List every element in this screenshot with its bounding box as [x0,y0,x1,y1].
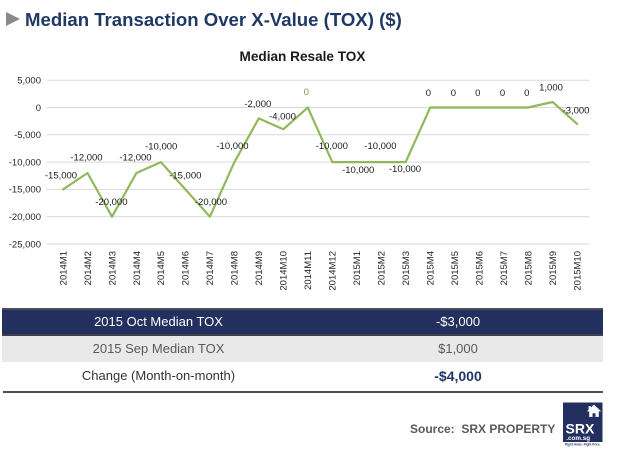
svg-text:2014M12: 2014M12 [328,251,339,291]
svg-text:-15,000: -15,000 [169,170,201,181]
svg-text:2015M8: 2015M8 [523,251,534,285]
svg-text:0: 0 [475,88,480,99]
svg-text:2014M8: 2014M8 [230,251,241,285]
svg-text:2015M4: 2015M4 [426,251,437,285]
svg-text:SRX: SRX [566,421,595,437]
svg-text:-10,000: -10,000 [145,142,177,153]
svg-text:-5,000: -5,000 [14,130,41,141]
svg-text:2015M5: 2015M5 [450,251,461,285]
svg-text:2014M7: 2014M7 [205,251,216,285]
svg-text:0: 0 [36,103,41,114]
svg-text:-15,000: -15,000 [45,171,77,182]
svg-text:-4,000: -4,000 [269,112,296,123]
svg-text:2015M3: 2015M3 [401,251,412,285]
svg-text:-12,000: -12,000 [70,153,102,164]
svg-text:2014M5: 2014M5 [156,251,167,285]
svg-text:-20,000: -20,000 [9,212,41,223]
svg-text:2015M7: 2015M7 [499,251,510,285]
svg-text:0: 0 [451,88,456,99]
svg-text:2014M2: 2014M2 [83,251,94,285]
svg-text:-15,000: -15,000 [9,185,41,196]
svg-text:2014M1: 2014M1 [58,251,69,285]
svg-text:2014M9: 2014M9 [254,251,265,285]
svg-text:0: 0 [500,88,505,99]
svg-text:2015M6: 2015M6 [475,251,486,285]
svg-text:-20,000: -20,000 [195,197,227,208]
svg-text:-10,000: -10,000 [216,141,248,152]
svg-text:2014M10: 2014M10 [279,251,290,291]
svg-text:2014M11: 2014M11 [303,251,314,290]
svg-text:1,000: 1,000 [539,82,563,93]
svg-text:2015M2: 2015M2 [377,251,388,285]
svg-text:-20,000: -20,000 [95,197,127,208]
svg-text:5,000: 5,000 [17,76,41,87]
svg-text:0: 0 [304,87,309,98]
svg-text:.com.sg: .com.sg [566,435,590,442]
svg-text:-10,000: -10,000 [389,164,421,175]
svg-text:2015M1: 2015M1 [352,251,363,285]
svg-text:-2,000: -2,000 [244,99,271,110]
svg-text:-10,000: -10,000 [9,157,41,168]
svg-text:0: 0 [426,88,431,99]
svg-text:-10,000: -10,000 [342,165,374,176]
svg-text:-25,000: -25,000 [9,239,41,250]
svg-text:2014M3: 2014M3 [107,251,118,285]
svg-text:-10,000: -10,000 [316,141,348,152]
svg-text:0: 0 [524,88,529,99]
svg-text:2014M6: 2014M6 [181,251,192,285]
svg-text:Right Home. Right Price.: Right Home. Right Price. [565,443,601,447]
svg-text:2014M4: 2014M4 [132,251,143,285]
svg-text:-3,000: -3,000 [563,106,590,117]
svg-text:2015M10: 2015M10 [572,251,583,291]
svg-text:-12,000: -12,000 [119,153,151,164]
svg-text:2015M9: 2015M9 [548,251,559,285]
svg-text:-10,000: -10,000 [364,141,396,152]
